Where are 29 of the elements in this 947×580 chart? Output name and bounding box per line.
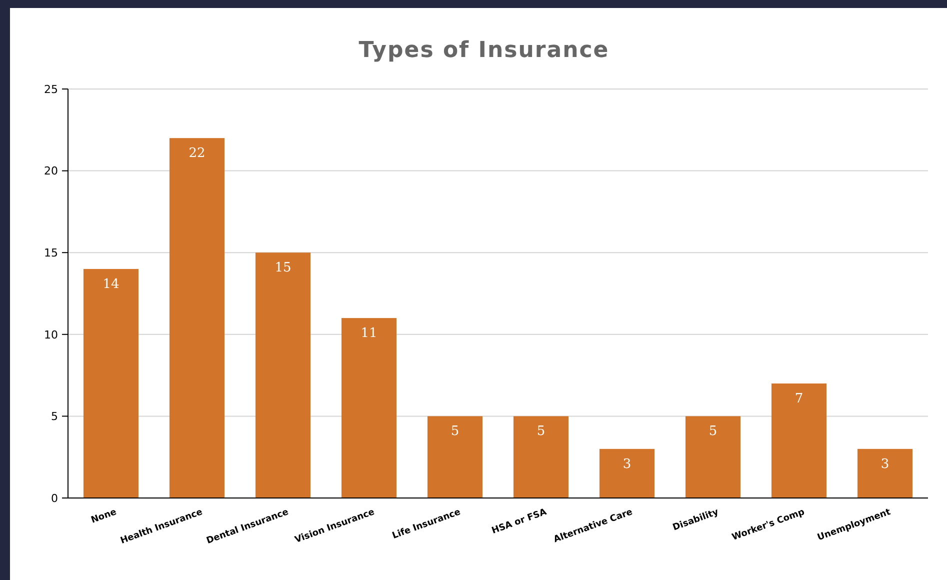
bar bbox=[513, 416, 569, 498]
data-label: 5 bbox=[708, 424, 718, 440]
data-label: 3 bbox=[880, 456, 890, 472]
y-tick-label: 0 bbox=[51, 492, 58, 505]
data-label: 3 bbox=[622, 456, 632, 472]
bar bbox=[255, 252, 311, 498]
chart-title: Types of Insurance bbox=[358, 38, 610, 63]
x-tick-label: HSA or FSA bbox=[490, 507, 548, 536]
bar bbox=[83, 268, 139, 498]
data-label: 11 bbox=[360, 326, 378, 342]
data-label: 5 bbox=[450, 424, 460, 440]
y-tick-label: 25 bbox=[44, 82, 58, 96]
data-label: 5 bbox=[536, 424, 546, 440]
bar bbox=[857, 448, 913, 498]
y-tick-label: 20 bbox=[44, 164, 58, 178]
bar bbox=[771, 383, 827, 498]
bar bbox=[599, 448, 655, 498]
x-tick-label: None bbox=[90, 507, 118, 526]
bar bbox=[427, 416, 483, 498]
y-tick-label: 15 bbox=[44, 246, 58, 260]
y-tick-label: 10 bbox=[44, 328, 58, 342]
data-label: 14 bbox=[102, 276, 120, 292]
data-label: 22 bbox=[188, 146, 206, 162]
bar bbox=[169, 138, 225, 498]
data-label: 7 bbox=[794, 391, 804, 406]
bar bbox=[685, 416, 741, 498]
y-tick-label: 5 bbox=[51, 410, 58, 424]
data-label: 15 bbox=[274, 260, 292, 276]
bar bbox=[341, 318, 397, 498]
